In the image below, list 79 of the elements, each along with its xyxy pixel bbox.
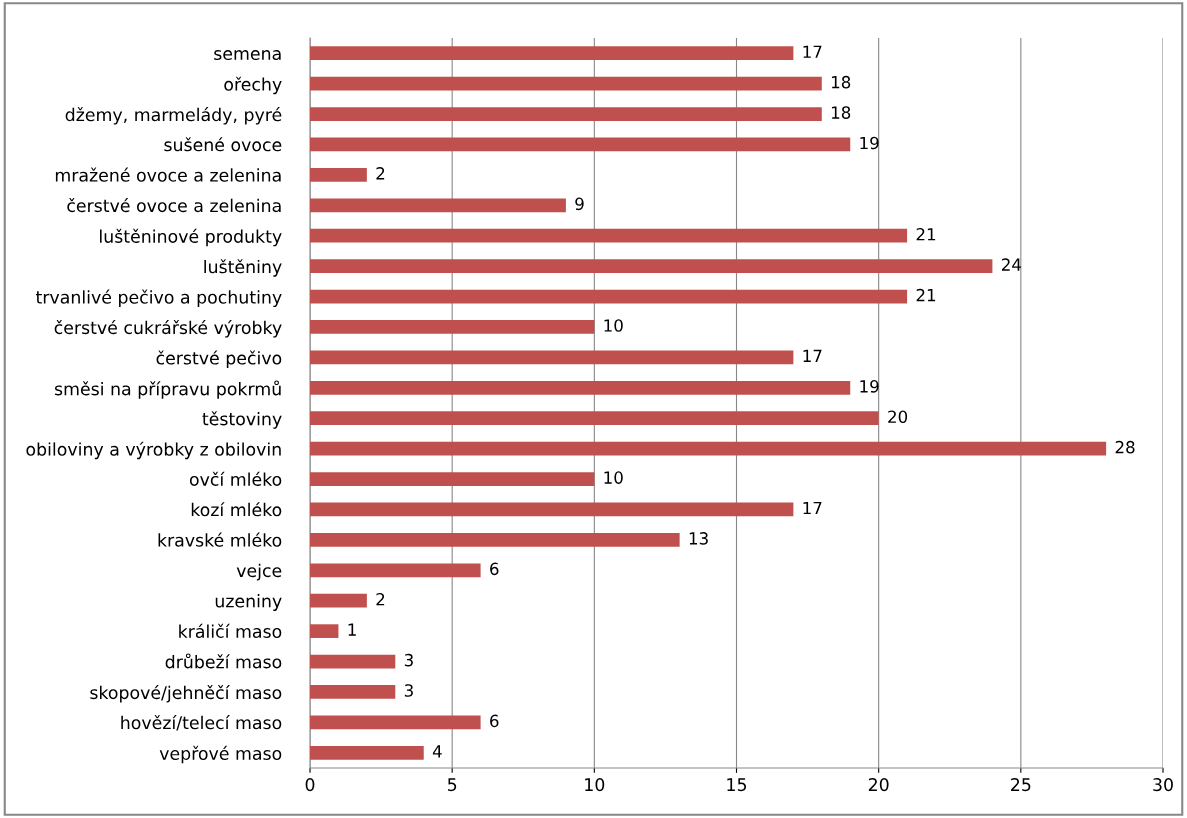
y-tick-label: hovězí/telecí maso: [121, 715, 282, 731]
x-tick-label: 5: [447, 778, 457, 792]
y-tick-label: čerstvé ovoce a zelenina: [67, 198, 281, 213]
bar: [310, 168, 367, 182]
data-label: 18: [831, 75, 851, 89]
bar: [310, 685, 396, 699]
bar: [310, 745, 424, 760]
bar: [310, 198, 566, 213]
bar: [310, 320, 595, 334]
y-tick-label: džemy, marmelády, pyré: [65, 107, 282, 125]
bar: [310, 624, 339, 638]
x-tick-label: 25: [1011, 778, 1031, 792]
y-tick-label: mražené ovoce a zelenina: [55, 167, 281, 182]
data-label: 18: [831, 106, 851, 119]
y-tick-label: těstoviny: [202, 411, 282, 429]
y-tick-label: ořechy: [224, 76, 282, 95]
y-tick-label: vepřové maso: [159, 745, 282, 764]
data-label: 10: [604, 471, 623, 484]
bar: [310, 715, 481, 730]
data-label: 6: [490, 562, 499, 576]
bar: [310, 563, 481, 578]
bar: [310, 502, 794, 517]
y-tick-label: uzeniny: [215, 594, 282, 611]
y-tick-label: ovčí mléko: [189, 471, 282, 486]
bar: [310, 411, 879, 426]
y-tick-label: trvanlivé pečivo a pochutiny: [35, 289, 282, 308]
data-label: 28: [1115, 440, 1135, 454]
x-tick-label: 0: [305, 778, 315, 792]
data-label: 21: [916, 227, 936, 241]
data-label: 3: [404, 653, 413, 667]
data-label: 24: [1001, 258, 1022, 271]
bar: [310, 137, 851, 152]
bar: [310, 593, 367, 608]
data-label: 2: [376, 592, 385, 606]
y-tick-label: kozí mléko: [191, 502, 282, 517]
y-tick-label: luštěninové produkty: [100, 228, 282, 247]
data-label: 20: [888, 410, 908, 424]
bar: [310, 472, 595, 486]
y-tick-label: vejce: [236, 563, 282, 581]
y-tick-label: semena: [214, 50, 281, 61]
bar: [310, 533, 680, 547]
data-label: 21: [916, 288, 936, 302]
y-tick-label: drůbeží maso: [165, 653, 282, 669]
bar: [310, 107, 822, 121]
y-tick-label: čerstvé cukrářské výrobky: [54, 320, 282, 338]
data-label: 1: [348, 623, 356, 636]
data-label: 19: [860, 380, 879, 393]
bar: [310, 289, 908, 304]
y-tick-label: králičí maso: [179, 623, 282, 638]
data-label: 10: [604, 319, 623, 332]
bar: [310, 259, 993, 273]
data-label: 4: [432, 745, 442, 758]
bar: [310, 654, 396, 669]
y-tick-label: kravské mléko: [158, 532, 282, 547]
data-label: 6: [490, 714, 499, 728]
bar: [310, 76, 822, 91]
bar: [310, 441, 1107, 456]
x-tick-label: 10: [585, 778, 605, 792]
bar: [310, 46, 794, 61]
y-tick-label: čerstvé pečivo: [156, 350, 282, 368]
data-label: 9: [575, 197, 584, 211]
x-tick-label: 15: [727, 778, 747, 792]
data-label: 17: [803, 45, 822, 58]
data-label: 3: [404, 684, 413, 697]
y-tick-label: skopové/jehněčí maso: [90, 685, 282, 703]
bar: [310, 380, 851, 395]
bar: [310, 228, 908, 243]
y-tick-label: sušené ovoce: [164, 137, 282, 152]
x-tick-label: 30: [1153, 778, 1173, 792]
data-label: 2: [376, 167, 385, 180]
y-tick-label: luštěniny: [204, 259, 282, 277]
bar: [310, 350, 794, 365]
data-label: 17: [803, 349, 822, 362]
data-label: 13: [689, 532, 708, 545]
y-tick-label: směsi na přípravu pokrmů: [54, 380, 281, 399]
data-label: 17: [803, 501, 822, 515]
data-label: 19: [860, 136, 879, 150]
y-tick-label: obiloviny a výrobky z obilovin: [26, 441, 281, 460]
x-tick-label: 20: [868, 778, 889, 792]
